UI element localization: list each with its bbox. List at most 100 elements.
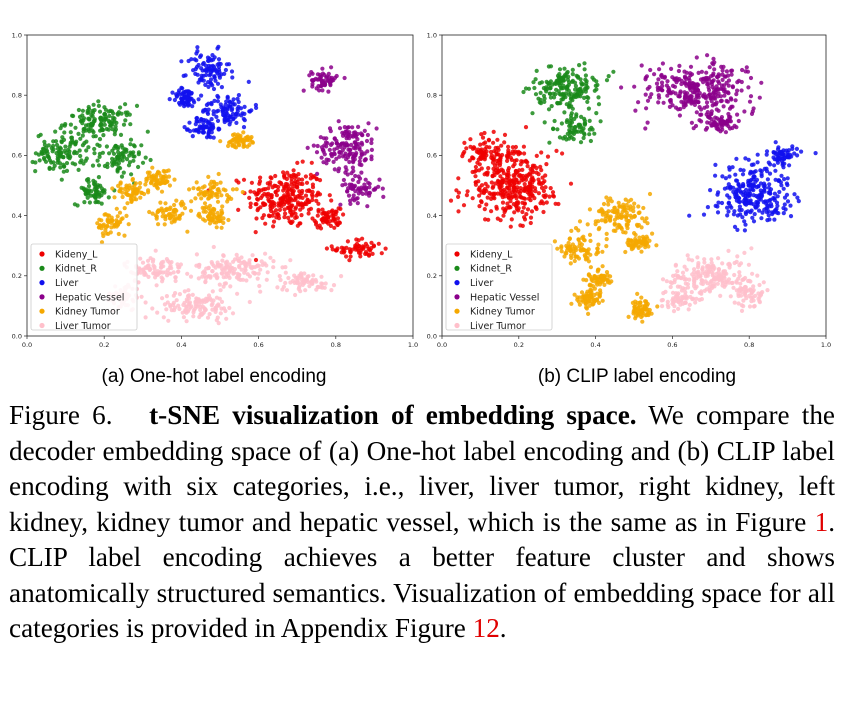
data-point [80,133,85,138]
y-tick-label: 0.2 [427,272,437,280]
data-point [282,207,287,212]
data-point [319,274,324,279]
data-point [82,200,87,205]
data-point [594,79,599,84]
data-point [762,166,767,171]
data-point [702,260,707,265]
data-point [299,275,304,280]
data-point [273,173,278,179]
figure-ref-link[interactable]: 1 [814,506,829,537]
data-point [169,266,174,271]
data-point [576,75,581,80]
data-point [123,102,128,107]
data-point [206,196,211,201]
data-point [96,175,101,180]
data-point [602,282,607,287]
data-point [579,246,584,251]
data-point [572,116,577,122]
data-point [766,185,771,190]
data-point [682,295,687,300]
data-point [715,210,721,215]
appendix-figure-ref-link[interactable]: 12 [472,613,500,643]
data-point [677,63,682,68]
data-point [506,170,511,175]
data-point [558,92,563,97]
data-point [479,183,485,188]
data-point [203,107,208,112]
data-point [694,296,699,301]
data-point [692,267,697,272]
data-point [110,115,116,120]
data-point [217,282,222,287]
x-tick-label: 0.0 [437,341,447,349]
x-tick-label: 0.4 [590,341,600,349]
data-point [514,177,519,183]
data-point [91,181,97,186]
data-point [261,187,266,192]
data-point [734,156,739,161]
data-point [672,304,677,309]
data-point [582,61,587,66]
data-point [572,258,577,264]
data-point [766,213,771,218]
data-point [102,111,107,116]
data-point [220,258,225,263]
data-point [620,209,625,214]
data-point [297,193,302,198]
data-point [728,96,733,101]
data-point [557,67,563,72]
data-point [565,248,570,253]
data-point [520,223,525,228]
data-point [736,118,741,124]
data-point [90,128,95,133]
data-point [522,151,527,156]
data-point [743,156,748,161]
data-point [707,65,712,70]
data-point [67,152,72,157]
data-point [295,185,300,190]
data-point [703,94,708,99]
data-point [130,176,135,182]
data-point [524,173,529,178]
data-point [122,233,127,238]
data-point [242,104,247,109]
data-point [334,221,339,226]
data-point [768,162,773,167]
data-point [730,84,735,89]
data-point [206,217,212,222]
data-point [747,99,753,104]
data-point [254,264,259,269]
data-point [283,280,288,286]
data-point [353,173,358,179]
x-tick-label: 1.0 [821,341,831,349]
series-kideny-l [206,159,388,263]
data-point [255,196,260,202]
data-point [126,163,132,168]
data-point [379,251,384,256]
data-point [224,62,229,67]
data-point [761,200,766,205]
data-point [155,170,160,176]
data-point [572,92,577,97]
data-point [723,130,728,135]
data-point [751,219,757,224]
data-point [559,249,564,254]
data-point [526,185,532,190]
data-point [720,77,725,82]
data-point [343,182,348,187]
data-point [601,201,607,207]
data-point [505,158,510,163]
series-hepatic-vessel [301,65,386,209]
y-tick-label: 0.8 [12,92,22,100]
data-point [230,75,235,80]
data-point [482,189,487,194]
data-point [359,140,364,145]
data-point [718,293,723,298]
data-point [697,290,702,295]
data-point [63,150,69,155]
data-point [187,187,192,192]
data-point [554,87,559,92]
data-point [657,95,662,100]
data-point [597,282,603,287]
data-point [590,279,596,284]
